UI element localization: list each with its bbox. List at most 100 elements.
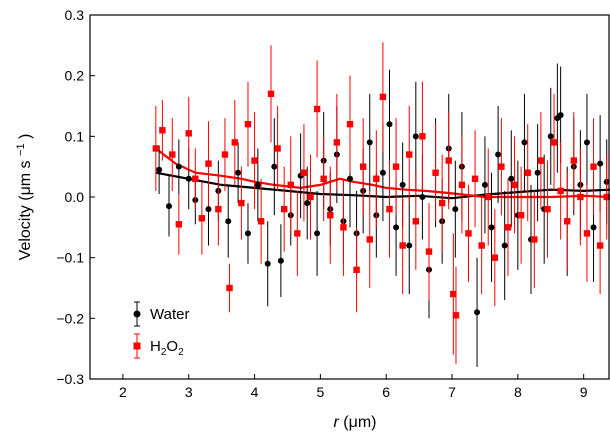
x-axis-unit: (μm) xyxy=(343,414,376,431)
data-point xyxy=(557,112,564,119)
data-point xyxy=(450,290,457,298)
data-point xyxy=(235,169,242,176)
data-point xyxy=(471,175,479,182)
average-line-h2o2 xyxy=(155,147,610,199)
data-point xyxy=(583,230,591,237)
data-point xyxy=(205,206,212,213)
legend-item-h2o2: H2O2 xyxy=(133,333,184,359)
data-point xyxy=(577,193,584,201)
y-tick-label: 0.2 xyxy=(65,68,85,84)
data-point xyxy=(412,218,420,225)
average-lines xyxy=(155,147,610,200)
x-tick-label: 4 xyxy=(251,384,259,400)
data-point xyxy=(238,199,245,207)
data-point xyxy=(393,224,400,231)
data-point xyxy=(226,284,233,292)
data-point xyxy=(406,151,413,158)
legend-marker-h2o2 xyxy=(133,342,141,350)
data-point xyxy=(280,205,288,213)
data-point xyxy=(438,199,446,207)
data-point xyxy=(537,157,545,164)
data-point xyxy=(524,169,531,176)
data-point xyxy=(458,181,466,189)
data-point xyxy=(185,130,192,137)
data-point xyxy=(406,242,413,249)
average-line-water xyxy=(155,171,610,200)
data-point xyxy=(392,163,400,170)
data-point xyxy=(307,193,314,201)
y-tick-label: 0.1 xyxy=(65,128,85,144)
data-point xyxy=(419,133,426,140)
data-point xyxy=(452,206,459,213)
data-point xyxy=(359,163,367,170)
legend-label-h2o2: H2O2 xyxy=(150,338,184,358)
series-water xyxy=(156,63,610,367)
data-point xyxy=(366,139,373,146)
data-point xyxy=(488,224,495,231)
data-point xyxy=(277,257,284,264)
legend-label-water: Water xyxy=(150,306,189,323)
series-h2o2 xyxy=(152,42,610,364)
x-tick-label: 5 xyxy=(316,384,324,400)
data-point xyxy=(152,145,160,152)
data-point xyxy=(225,218,232,225)
x-tick-label: 7 xyxy=(448,384,456,400)
data-point xyxy=(425,248,433,255)
legend-marker-water xyxy=(133,310,141,318)
legend-item-water: Water xyxy=(133,301,189,327)
data-point xyxy=(474,309,481,316)
data-point xyxy=(244,121,252,128)
data-point xyxy=(175,221,183,228)
axis-ticks: 2 3 4 5 6 7 8 9 −0.3 −0.2 −0.1 0.0 0.1 0.2 0.3 xyxy=(56,7,587,400)
data-point xyxy=(271,163,278,170)
data-point xyxy=(495,151,502,158)
y-axis-label-close: ) xyxy=(17,134,34,139)
data-point xyxy=(521,139,528,146)
data-point xyxy=(603,193,610,201)
x-tick-label: 3 xyxy=(185,384,193,400)
data-point xyxy=(304,200,311,207)
data-point xyxy=(300,169,308,176)
data-point xyxy=(564,218,571,225)
data-point xyxy=(465,230,472,237)
x-axis-label: r (μm) xyxy=(334,414,377,431)
data-point xyxy=(169,151,176,158)
data-point xyxy=(531,236,538,243)
y-tick-label: −0.1 xyxy=(56,250,84,266)
data-point xyxy=(215,205,222,213)
data-point xyxy=(557,187,564,195)
data-point xyxy=(198,215,206,222)
data-point xyxy=(379,169,386,176)
data-point xyxy=(412,133,419,140)
data-point xyxy=(346,121,354,128)
data-point xyxy=(445,157,452,164)
data-point xyxy=(320,175,327,182)
y-tick-label: 0.0 xyxy=(65,189,85,205)
data-point xyxy=(379,93,387,101)
data-point xyxy=(419,194,426,200)
data-point xyxy=(159,127,166,134)
data-point xyxy=(287,181,294,189)
data-point xyxy=(508,175,515,182)
data-point xyxy=(264,260,271,267)
data-point xyxy=(501,242,508,249)
data-point xyxy=(254,181,261,188)
data-point xyxy=(570,157,577,164)
data-point xyxy=(491,254,499,261)
data-point xyxy=(534,169,541,176)
data-point xyxy=(313,105,321,113)
data-markers xyxy=(152,42,610,367)
data-point xyxy=(244,230,251,237)
data-point xyxy=(386,205,393,213)
legend: Water H2O2 xyxy=(133,301,189,359)
x-tick-label: 2 xyxy=(119,384,127,400)
data-point xyxy=(205,160,212,167)
data-point xyxy=(399,181,406,188)
y-axis-label: Velocity (μm s −1 ) xyxy=(11,134,34,261)
data-point xyxy=(547,133,554,140)
data-point xyxy=(432,169,439,176)
x-tick-label: 9 xyxy=(580,384,588,400)
data-point xyxy=(504,224,512,231)
data-point xyxy=(373,175,380,182)
data-point xyxy=(452,312,460,319)
